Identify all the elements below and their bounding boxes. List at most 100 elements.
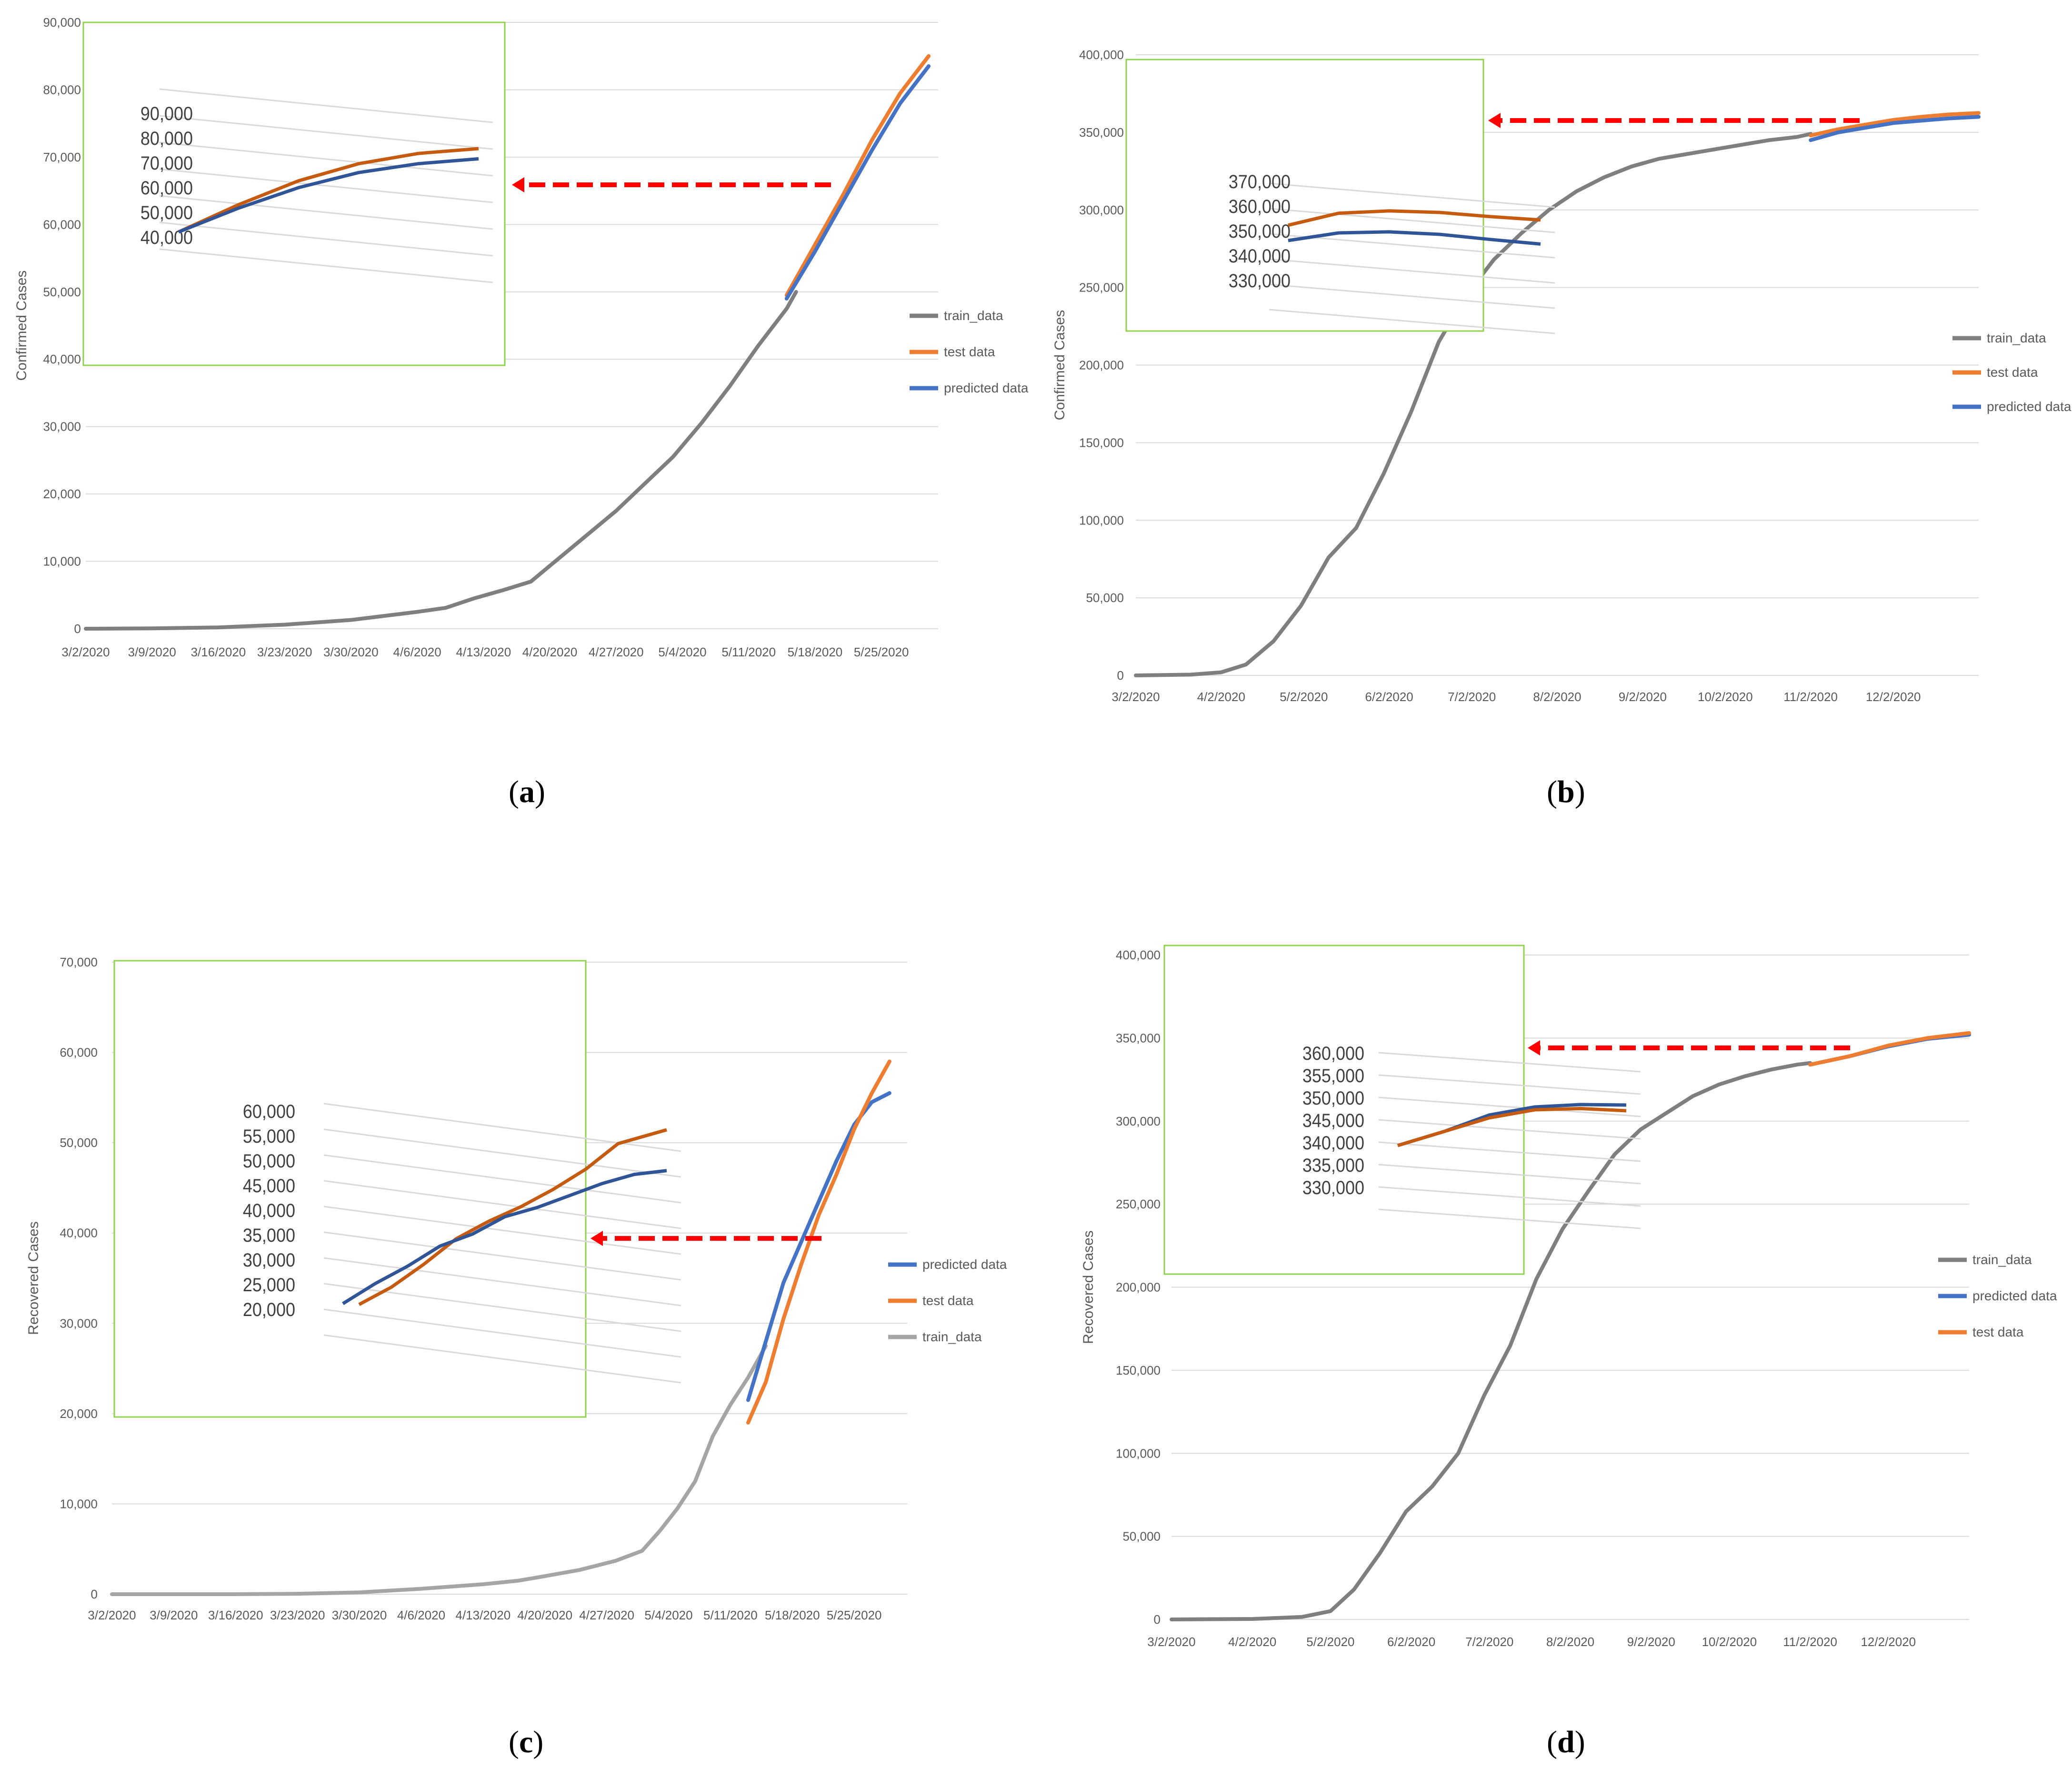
x-tick-label: 3/30/2020 bbox=[332, 1608, 387, 1622]
y-tick-label: 10,000 bbox=[60, 1497, 98, 1511]
x-tick-label: 9/2/2020 bbox=[1627, 1635, 1675, 1649]
legend-label: train_data bbox=[1972, 1252, 2032, 1267]
chart-panel-c: 0 10,000 20,000 30,000 40,000 50,000 60,000 70,… bbox=[26, 955, 1007, 1622]
caption-c: (c) bbox=[509, 1725, 544, 1759]
inset-gridline bbox=[159, 115, 493, 150]
x-tick-label: 5/25/2020 bbox=[854, 645, 909, 659]
y-tick-label: 70,000 bbox=[43, 150, 81, 164]
inset-gridline bbox=[159, 248, 493, 283]
inset-line-test bbox=[1397, 1106, 1627, 1147]
inset-gridline bbox=[1378, 1164, 1641, 1185]
inset-line-test bbox=[358, 1128, 667, 1306]
caption-b: (b) bbox=[1547, 774, 1585, 809]
y-axis-title: Confirmed Cases bbox=[14, 271, 30, 381]
caption-d-letter: d bbox=[1557, 1725, 1575, 1759]
y-tick-label: 80,000 bbox=[43, 82, 81, 97]
inset-gridline bbox=[1378, 1186, 1641, 1207]
x-tick-label: 5/4/2020 bbox=[644, 1608, 692, 1622]
inset-tick-label: 335,000 bbox=[1302, 1155, 1364, 1176]
inset-gridline bbox=[159, 88, 493, 123]
y-tick-label: 350,000 bbox=[1079, 125, 1124, 140]
y-tick-label: 10,000 bbox=[43, 554, 81, 569]
inset-tick-label: 360,000 bbox=[1229, 196, 1291, 217]
x-tick-label: 6/2/2020 bbox=[1365, 690, 1413, 704]
y-tick-label: 90,000 bbox=[43, 15, 81, 30]
y-tick-label: 150,000 bbox=[1116, 1363, 1161, 1377]
x-tick-label: 12/2/2020 bbox=[1861, 1635, 1916, 1649]
inset-gridline bbox=[1378, 1096, 1641, 1117]
inset-line-predicted bbox=[1288, 230, 1541, 246]
x-tick-label: 8/2/2020 bbox=[1533, 690, 1581, 704]
x-tick-label: 5/25/2020 bbox=[827, 1608, 882, 1622]
y-tick-label: 300,000 bbox=[1079, 203, 1124, 217]
y-axis-title: Recovered Cases bbox=[26, 1221, 41, 1335]
inset-tick-label: 345,000 bbox=[1302, 1110, 1364, 1131]
y-tick-label: 50,000 bbox=[60, 1136, 98, 1150]
inset-tick-label: 370,000 bbox=[1229, 171, 1291, 192]
series-line-test bbox=[784, 54, 931, 297]
y-tick-label: 50,000 bbox=[1086, 591, 1124, 605]
inset-tick-label: 340,000 bbox=[1229, 246, 1291, 267]
y-tick-label: 40,000 bbox=[60, 1226, 98, 1240]
series-line-train bbox=[1134, 132, 1813, 677]
series-line-predicted bbox=[784, 64, 931, 301]
y-tick-label: 0 bbox=[91, 1587, 98, 1601]
zoom-arrow-head bbox=[512, 177, 524, 192]
y-tick-label: 50,000 bbox=[1122, 1529, 1161, 1544]
y-tick-label: 0 bbox=[74, 622, 81, 636]
x-tick-label: 4/27/2020 bbox=[579, 1608, 634, 1622]
series-line-test bbox=[1808, 1031, 1971, 1067]
x-tick-label: 5/2/2020 bbox=[1306, 1635, 1354, 1649]
y-tick-label: 250,000 bbox=[1116, 1197, 1161, 1211]
x-tick-label: 5/2/2020 bbox=[1280, 690, 1328, 704]
legend-label: test data bbox=[1987, 365, 2038, 380]
x-tick-label: 7/2/2020 bbox=[1448, 690, 1496, 704]
y-tick-label: 350,000 bbox=[1116, 1031, 1161, 1045]
inset-tick-label: 350,000 bbox=[1229, 221, 1291, 242]
caption-d: (d) bbox=[1547, 1725, 1585, 1759]
inset-tick-label: 330,000 bbox=[1302, 1177, 1364, 1198]
x-tick-label: 11/2/2020 bbox=[1783, 690, 1838, 704]
inset-gridline bbox=[323, 1334, 681, 1384]
y-tick-label: 200,000 bbox=[1079, 358, 1124, 372]
series-line-test bbox=[746, 1059, 891, 1425]
x-tick-label: 3/2/2020 bbox=[1147, 1635, 1195, 1649]
inset-gridline bbox=[323, 1308, 681, 1358]
x-tick-label: 4/2/2020 bbox=[1197, 690, 1245, 704]
legend-label: test data bbox=[1972, 1325, 2024, 1339]
caption-a: (a) bbox=[509, 774, 545, 809]
inset-gridline bbox=[1378, 1052, 1641, 1073]
y-tick-label: 70,000 bbox=[60, 955, 98, 969]
x-tick-label: 3/30/2020 bbox=[323, 645, 379, 659]
x-tick-label: 5/18/2020 bbox=[765, 1608, 820, 1622]
inset-gridline bbox=[1378, 1074, 1641, 1095]
legend-label: test data bbox=[922, 1293, 974, 1308]
inset-tick-label: 40,000 bbox=[243, 1200, 295, 1221]
inset-tick-label: 355,000 bbox=[1302, 1065, 1364, 1086]
series-line-train bbox=[84, 290, 798, 631]
y-axis-title: Confirmed Cases bbox=[1052, 310, 1068, 421]
inset-gridline bbox=[159, 195, 493, 230]
y-tick-label: 100,000 bbox=[1079, 513, 1124, 527]
x-tick-label: 5/11/2020 bbox=[721, 645, 776, 659]
inset-gridline bbox=[1378, 1208, 1641, 1229]
chart-panel-d: 0 50,000 100,000 150,000 200,000 250,000 300,0… bbox=[1081, 945, 2057, 1649]
y-tick-label: 60,000 bbox=[60, 1045, 98, 1060]
x-tick-label: 8/2/2020 bbox=[1546, 1635, 1594, 1649]
inset-tick-label: 20,000 bbox=[243, 1299, 295, 1320]
y-tick-label: 400,000 bbox=[1116, 948, 1161, 962]
inset-gridline bbox=[1269, 208, 1555, 233]
inset-gridline bbox=[323, 1128, 681, 1178]
inset-tick-label: 35,000 bbox=[243, 1225, 295, 1246]
zoom-inset-box bbox=[113, 960, 587, 1418]
legend-label: train_data bbox=[944, 308, 1003, 323]
x-tick-label: 10/2/2020 bbox=[1698, 690, 1753, 704]
inset-line-predicted bbox=[342, 1169, 667, 1305]
inset-tick-label: 70,000 bbox=[140, 153, 193, 174]
legend-label: predicted data bbox=[1987, 399, 2072, 414]
series-line-predicted bbox=[1809, 115, 1981, 142]
inset-tick-label: 80,000 bbox=[140, 128, 193, 149]
x-tick-label: 12/2/2020 bbox=[1866, 690, 1921, 704]
inset-gridline bbox=[1378, 1119, 1641, 1140]
inset-tick-label: 55,000 bbox=[243, 1126, 295, 1147]
